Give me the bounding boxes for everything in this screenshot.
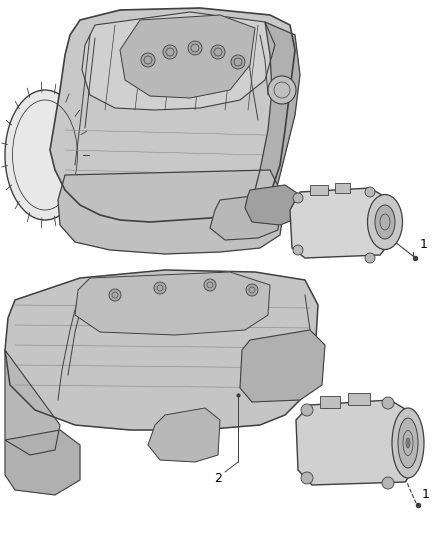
Circle shape xyxy=(231,55,245,69)
Polygon shape xyxy=(5,430,80,495)
Ellipse shape xyxy=(268,76,296,104)
Circle shape xyxy=(154,282,166,294)
Polygon shape xyxy=(240,330,325,402)
Polygon shape xyxy=(58,170,285,254)
Text: 1: 1 xyxy=(422,489,430,502)
Polygon shape xyxy=(5,270,318,430)
Polygon shape xyxy=(5,350,60,455)
Ellipse shape xyxy=(406,438,410,448)
Polygon shape xyxy=(82,12,275,110)
Polygon shape xyxy=(75,272,270,335)
Polygon shape xyxy=(50,8,295,222)
Circle shape xyxy=(293,193,303,203)
Circle shape xyxy=(293,245,303,255)
Bar xyxy=(348,393,370,405)
Polygon shape xyxy=(290,188,392,258)
Polygon shape xyxy=(148,408,220,462)
Circle shape xyxy=(211,45,225,59)
Text: 2: 2 xyxy=(214,472,222,484)
Ellipse shape xyxy=(392,408,424,478)
Text: 1: 1 xyxy=(420,238,428,251)
Bar xyxy=(310,185,328,195)
Polygon shape xyxy=(250,22,300,210)
Ellipse shape xyxy=(5,90,85,220)
Circle shape xyxy=(301,472,313,484)
Circle shape xyxy=(163,45,177,59)
Bar xyxy=(335,183,350,193)
Circle shape xyxy=(246,284,258,296)
Bar xyxy=(320,396,340,408)
Circle shape xyxy=(188,41,202,55)
Ellipse shape xyxy=(398,418,418,468)
Circle shape xyxy=(382,477,394,489)
Circle shape xyxy=(141,53,155,67)
Polygon shape xyxy=(210,195,280,240)
Polygon shape xyxy=(245,185,300,225)
Polygon shape xyxy=(120,15,255,98)
Ellipse shape xyxy=(367,195,403,249)
Ellipse shape xyxy=(375,205,395,239)
Circle shape xyxy=(365,253,375,263)
Circle shape xyxy=(301,404,313,416)
Circle shape xyxy=(204,279,216,291)
Circle shape xyxy=(365,187,375,197)
Circle shape xyxy=(382,397,394,409)
Circle shape xyxy=(109,289,121,301)
Polygon shape xyxy=(296,400,418,485)
